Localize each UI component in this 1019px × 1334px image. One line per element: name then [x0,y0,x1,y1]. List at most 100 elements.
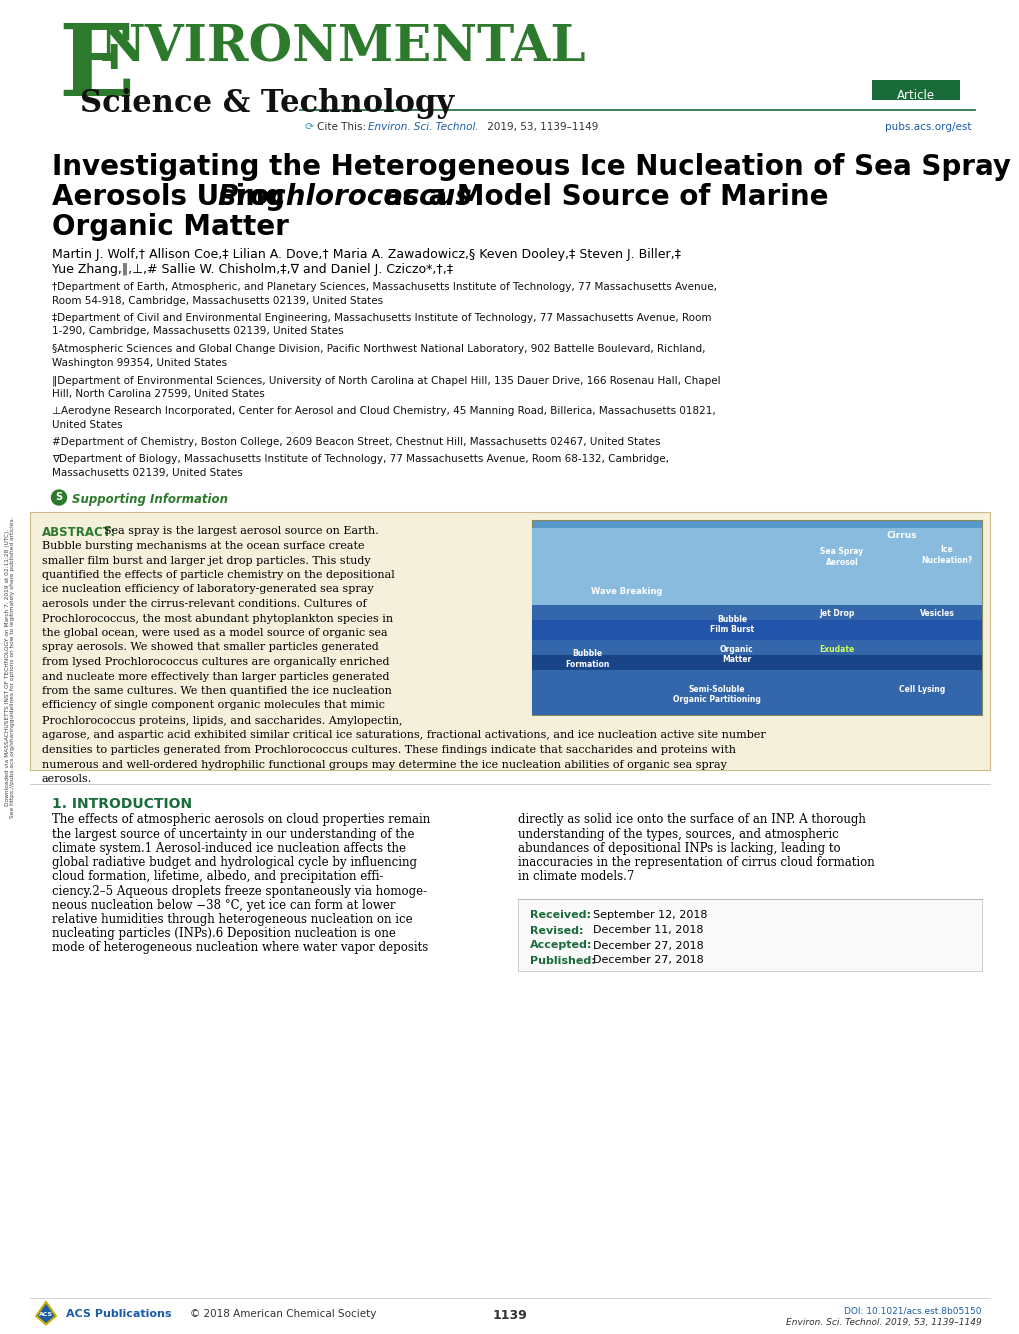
Polygon shape [36,1302,56,1325]
Text: Washington 99354, United States: Washington 99354, United States [52,358,227,367]
Text: abundances of depositional INPs is lacking, leading to: abundances of depositional INPs is lacki… [518,842,840,855]
Text: December 27, 2018: December 27, 2018 [592,955,703,966]
Circle shape [51,490,66,506]
Text: Sea spray is the largest aerosol source on Earth.: Sea spray is the largest aerosol source … [104,527,378,536]
Text: Prochlorococcus, the most abundant phytoplankton species in: Prochlorococcus, the most abundant phyto… [42,614,392,623]
Text: as a Model Source of Marine: as a Model Source of Marine [374,183,828,211]
Text: ACS Publications: ACS Publications [66,1309,171,1319]
Text: 2019, 53, 1139–1149: 2019, 53, 1139–1149 [484,121,598,132]
Text: Cite This:: Cite This: [317,121,369,132]
Text: Organic Matter: Organic Matter [52,213,288,241]
Text: ‡Department of Civil and Environmental Engineering, Massachusetts Institute of T: ‡Department of Civil and Environmental E… [52,313,711,323]
Text: Prochlorococcus: Prochlorococcus [217,183,472,211]
Text: Bubble bursting mechanisms at the ocean surface create: Bubble bursting mechanisms at the ocean … [42,542,364,551]
Text: United States: United States [52,419,122,430]
Text: Published:: Published: [530,955,595,966]
Text: spray aerosols. We showed that smaller particles generated: spray aerosols. We showed that smaller p… [42,643,378,652]
FancyBboxPatch shape [30,511,989,770]
Text: inaccuracies in the representation of cirrus cloud formation: inaccuracies in the representation of ci… [518,856,874,868]
Text: Investigating the Heterogeneous Ice Nucleation of Sea Spray: Investigating the Heterogeneous Ice Nucl… [52,153,1010,181]
Text: Bubble
Film Burst: Bubble Film Burst [709,615,753,634]
FancyBboxPatch shape [532,619,981,639]
Text: Jet Drop: Jet Drop [818,610,854,619]
Text: E: E [58,20,135,117]
Text: numerous and well-ordered hydrophilic functional groups may determine the ice nu: numerous and well-ordered hydrophilic fu… [42,759,727,770]
Text: Martin J. Wolf,† Allison Coe,‡ Lilian A. Dove,† Maria A. Zawadowicz,§ Keven Dool: Martin J. Wolf,† Allison Coe,‡ Lilian A.… [52,248,681,261]
Text: in climate models.7: in climate models.7 [518,870,634,883]
Text: climate system.1 Aerosol-induced ice nucleation affects the: climate system.1 Aerosol-induced ice nuc… [52,842,406,855]
Text: Bubble
Formation: Bubble Formation [565,650,608,668]
Text: Aerosols Using: Aerosols Using [52,183,294,211]
Text: Cell Lysing: Cell Lysing [898,684,945,694]
Text: 1-290, Cambridge, Massachusetts 02139, United States: 1-290, Cambridge, Massachusetts 02139, U… [52,327,343,336]
Text: mode of heterogeneous nucleation where water vapor deposits: mode of heterogeneous nucleation where w… [52,942,428,954]
Text: Yue Zhang,‖,⊥,# Sallie W. Chisholm,‡,∇ and Daniel J. Cziczo*,†,‡: Yue Zhang,‖,⊥,# Sallie W. Chisholm,‡,∇ a… [52,263,452,276]
Text: Accepted:: Accepted: [530,940,592,951]
Text: smaller film burst and larger jet drop particles. This study: smaller film burst and larger jet drop p… [42,555,370,566]
Text: Environ. Sci. Technol. 2019, 53, 1139–1149: Environ. Sci. Technol. 2019, 53, 1139–11… [786,1318,981,1327]
Text: 1. INTRODUCTION: 1. INTRODUCTION [52,798,192,811]
Text: September 12, 2018: September 12, 2018 [592,911,707,920]
Text: from the same cultures. We then quantified the ice nucleation: from the same cultures. We then quantifi… [42,686,391,696]
Text: Revised:: Revised: [530,926,583,935]
Text: #Department of Chemistry, Boston College, 2609 Beacon Street, Chestnut Hill, Mas: #Department of Chemistry, Boston College… [52,438,660,447]
Text: 1139: 1139 [492,1309,527,1322]
Text: understanding of the types, sources, and atmospheric: understanding of the types, sources, and… [518,827,838,840]
FancyBboxPatch shape [871,80,959,100]
Text: Hill, North Carolina 27599, United States: Hill, North Carolina 27599, United State… [52,388,265,399]
Text: the global ocean, were used as a model source of organic sea: the global ocean, were used as a model s… [42,628,387,638]
Text: Massachusetts 02139, United States: Massachusetts 02139, United States [52,468,243,478]
FancyBboxPatch shape [532,527,981,604]
Text: ciency.2–5 Aqueous droplets freeze spontaneously via homoge-: ciency.2–5 Aqueous droplets freeze spont… [52,884,427,898]
Text: ⟳: ⟳ [305,121,318,132]
FancyBboxPatch shape [532,519,981,715]
Text: Vesicles: Vesicles [919,610,954,619]
Text: global radiative budget and hydrological cycle by influencing: global radiative budget and hydrological… [52,856,417,868]
Text: aerosols under the cirrus-relevant conditions. Cultures of: aerosols under the cirrus-relevant condi… [42,599,366,610]
Text: agarose, and aspartic acid exhibited similar critical ice saturations, fractiona: agarose, and aspartic acid exhibited sim… [42,731,765,740]
Text: Exudate: Exudate [818,644,854,654]
Text: DOI: 10.1021/acs.est.8b05150: DOI: 10.1021/acs.est.8b05150 [844,1307,981,1317]
Text: NVIRONMENTAL: NVIRONMENTAL [100,24,586,73]
Text: Cirrus: Cirrus [886,531,916,540]
Text: Organic
Matter: Organic Matter [719,644,753,664]
Text: cloud formation, lifetime, albedo, and precipitation effi-: cloud formation, lifetime, albedo, and p… [52,870,383,883]
Text: © 2018 American Chemical Society: © 2018 American Chemical Society [190,1309,376,1319]
FancyBboxPatch shape [532,604,981,715]
FancyBboxPatch shape [532,655,981,670]
Text: †Department of Earth, Atmospheric, and Planetary Sciences, Massachusetts Institu: †Department of Earth, Atmospheric, and P… [52,281,716,292]
Text: Received:: Received: [530,911,590,920]
Text: and nucleate more effectively than larger particles generated: and nucleate more effectively than large… [42,671,389,682]
Text: ⊥Aerodyne Research Incorporated, Center for Aerosol and Cloud Chemistry, 45 Mann: ⊥Aerodyne Research Incorporated, Center … [52,406,715,416]
Text: The effects of atmospheric aerosols on cloud properties remain: The effects of atmospheric aerosols on c… [52,814,430,827]
Text: pubs.acs.org/est: pubs.acs.org/est [884,121,971,132]
Text: nucleating particles (INPs).6 Deposition nucleation is one: nucleating particles (INPs).6 Deposition… [52,927,395,940]
Text: ∇Department of Biology, Massachusetts Institute of Technology, 77 Massachusetts : ∇Department of Biology, Massachusetts In… [52,455,668,464]
Text: neous nucleation below −38 °C, yet ice can form at lower: neous nucleation below −38 °C, yet ice c… [52,899,395,911]
Text: from lysed Prochlorococcus cultures are organically enriched: from lysed Prochlorococcus cultures are … [42,658,389,667]
Text: Environ. Sci. Technol.: Environ. Sci. Technol. [368,121,478,132]
Text: Science & Technology: Science & Technology [79,88,453,119]
Text: ‖Department of Environmental Sciences, University of North Carolina at Chapel Hi: ‖Department of Environmental Sciences, U… [52,375,719,386]
Text: ABSTRACT:: ABSTRACT: [42,526,116,539]
Text: Semi-Soluble
Organic Partitioning: Semi-Soluble Organic Partitioning [673,684,760,704]
Text: the largest source of uncertainty in our understanding of the: the largest source of uncertainty in our… [52,827,414,840]
Text: S: S [55,492,62,503]
Text: relative humidities through heterogeneous nucleation on ice: relative humidities through heterogeneou… [52,912,413,926]
Text: December 11, 2018: December 11, 2018 [592,926,703,935]
FancyBboxPatch shape [518,899,981,971]
Text: efficiency of single component organic molecules that mimic: efficiency of single component organic m… [42,700,384,711]
Text: Downloaded via MASSACHUSETTS INST OF TECHNOLOGY on March 7, 2019 at 02:11:28 (UT: Downloaded via MASSACHUSETTS INST OF TEC… [5,516,15,818]
Text: quantified the effects of particle chemistry on the depositional: quantified the effects of particle chemi… [42,570,394,580]
Text: Room 54-918, Cambridge, Massachusetts 02139, United States: Room 54-918, Cambridge, Massachusetts 02… [52,296,383,305]
Text: densities to particles generated from Prochlorococcus cultures. These findings i: densities to particles generated from Pr… [42,744,736,755]
Text: Article: Article [896,89,934,101]
Text: aerosols.: aerosols. [42,774,92,784]
Text: December 27, 2018: December 27, 2018 [592,940,703,951]
Text: ACS: ACS [39,1311,53,1317]
Text: directly as solid ice onto the surface of an INP. A thorough: directly as solid ice onto the surface o… [518,814,865,827]
Text: Wave Breaking: Wave Breaking [591,587,662,596]
Text: Supporting Information: Supporting Information [72,492,228,506]
Text: §Atmospheric Sciences and Global Change Division, Pacific Northwest National Lab: §Atmospheric Sciences and Global Change … [52,344,705,354]
Text: Ice
Nucleation?: Ice Nucleation? [920,546,972,564]
